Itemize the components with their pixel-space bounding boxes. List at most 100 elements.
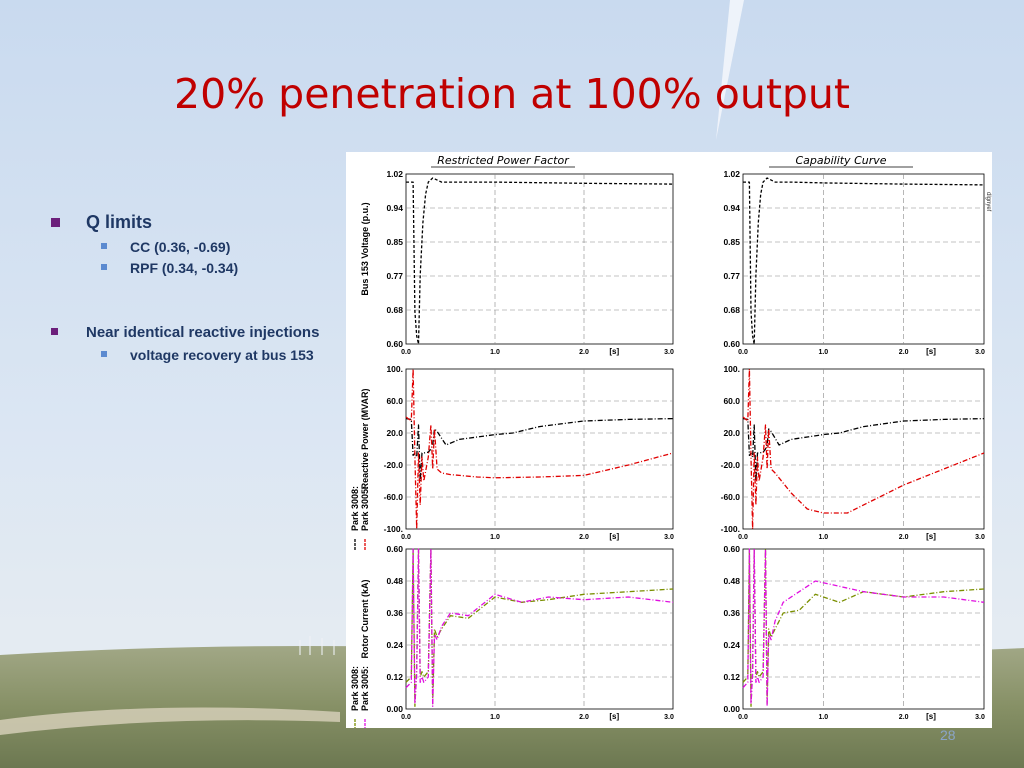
series-line-2 — [742, 368, 985, 530]
x-tick-label: 3.0 — [664, 714, 674, 721]
y-axis-label: Bus 153 Voltage (p.u.) — [360, 202, 370, 295]
sub-bullet-text: RPF (0.34, -0.34) — [130, 260, 239, 276]
plot-frame — [405, 368, 674, 530]
y-tick-label: 0.12 — [723, 672, 740, 682]
x-tick-label: 3.0 — [975, 534, 985, 541]
x-tick-label: 0.0 — [401, 349, 411, 356]
chart-panel: Restricted Power Factor Capability Curve d… — [346, 152, 992, 731]
y-tick-label: 0.77 — [723, 271, 740, 281]
x-tick-label: 0.0 — [738, 714, 748, 721]
y-tick-label: 0.68 — [386, 305, 403, 315]
series-line-2 — [742, 548, 985, 707]
x-unit-label: [s] — [609, 712, 619, 721]
x-unit-label: [s] — [926, 347, 936, 356]
x-tick-label: 2.0 — [579, 714, 589, 721]
y-tick-label: 0.24 — [723, 640, 740, 650]
sub-bullet-rpf: RPF (0.34, -0.34) — [48, 260, 338, 276]
slide-title: 20% penetration at 100% output — [174, 70, 850, 118]
x-tick-label: 2.0 — [579, 349, 589, 356]
sub-bullet-text: CC (0.36, -0.69) — [130, 239, 231, 255]
bullet-q-limits: Q limits — [48, 212, 338, 233]
y-tick-label: 0.85 — [386, 237, 403, 247]
y-tick-label: -60.0 — [384, 492, 404, 502]
y-tick-label: 60.0 — [723, 396, 740, 406]
x-tick-label: 1.0 — [818, 349, 828, 356]
y-tick-label: -20.0 — [384, 460, 404, 470]
y-axis-label: Rotor Current (kA) — [360, 580, 370, 659]
square-bullet-icon — [101, 264, 107, 270]
sub-bullet-text: voltage recovery at bus 153 — [130, 347, 314, 363]
y-tick-label: 0.94 — [723, 203, 740, 213]
y-tick-label: 1.02 — [723, 169, 740, 179]
square-bullet-icon — [51, 328, 58, 335]
column-header: Capability Curve — [795, 154, 886, 167]
y-tick-label: 0.60 — [386, 544, 403, 554]
plot-frame — [405, 173, 674, 345]
y-tick-label: 0.77 — [386, 271, 403, 281]
y-tick-label: 0.85 — [723, 237, 740, 247]
sub-bullet-cc: CC (0.36, -0.69) — [48, 239, 338, 255]
y-tick-label: 0.00 — [723, 704, 740, 714]
y-tick-label: 20.0 — [723, 428, 740, 438]
x-tick-label: 1.0 — [490, 714, 500, 721]
bullet-text: Near identical reactive injections — [86, 324, 320, 341]
y-tick-label: -100. — [721, 524, 740, 534]
sub-bullet-voltage-recovery: voltage recovery at bus 153 — [48, 347, 338, 363]
chart-4: 100. 60.0 20.0 -20.0 -60.0 -100.0.0 1.0 2.0 3.0 [… — [721, 364, 985, 541]
square-bullet-icon — [101, 243, 107, 249]
x-tick-label: 3.0 — [975, 349, 985, 356]
plot-frame — [742, 173, 985, 345]
x-tick-label: 0.0 — [738, 534, 748, 541]
y-tick-label: 1.02 — [386, 169, 403, 179]
x-tick-label: 2.0 — [899, 714, 909, 721]
legend-label: Park 3008: — [350, 666, 360, 711]
legend-label: Park 3005: — [360, 486, 370, 531]
x-unit-label: [s] — [609, 532, 619, 541]
square-bullet-icon — [51, 218, 60, 227]
series-line-1 — [405, 417, 674, 482]
plot-frame — [405, 548, 674, 710]
y-tick-label: 0.48 — [723, 576, 740, 586]
series-line-2 — [405, 368, 674, 530]
simulation-charts: Restricted Power Factor Capability Curve d… — [350, 154, 991, 731]
y-tick-label: 0.36 — [386, 608, 403, 618]
y-tick-label: 0.60 — [723, 339, 740, 349]
x-tick-label: 3.0 — [975, 714, 985, 721]
plot-frame — [742, 548, 985, 710]
y-tick-label: 0.60 — [723, 544, 740, 554]
page-number: 28 — [940, 727, 956, 743]
bullet-text: Q limits — [86, 212, 153, 232]
y-tick-label: 100. — [386, 364, 403, 374]
chart-1: 1.02 0.94 0.85 0.77 0.68 0.600.0 1.0 2.0 3.0 [s] B… — [360, 169, 674, 356]
y-tick-label: 0.94 — [386, 203, 403, 213]
y-tick-label: 0.24 — [386, 640, 403, 650]
y-tick-label: -60.0 — [721, 492, 741, 502]
chart-3: 100. 60.0 20.0 -20.0 -60.0 -100.0.0 1.0 2.0 3.0 [… — [350, 364, 674, 551]
y-tick-label: 0.68 — [723, 305, 740, 315]
y-tick-label: -20.0 — [721, 460, 741, 470]
y-tick-label: 0.60 — [386, 339, 403, 349]
y-tick-label: 100. — [723, 364, 740, 374]
y-axis-label: Reactive Power (MVAR) — [360, 389, 370, 490]
series-line-1 — [742, 417, 985, 482]
x-tick-label: 1.0 — [490, 534, 500, 541]
bullet-list: Q limits CC (0.36, -0.69) RPF (0.34, -0.… — [48, 212, 338, 368]
x-tick-label: 2.0 — [579, 534, 589, 541]
x-tick-label: 0.0 — [401, 714, 411, 721]
y-tick-label: 0.12 — [386, 672, 403, 682]
column-header: Restricted Power Factor — [437, 154, 570, 167]
x-tick-label: 1.0 — [818, 534, 828, 541]
x-unit-label: [s] — [926, 532, 936, 541]
x-tick-label: 3.0 — [664, 349, 674, 356]
x-tick-label: 2.0 — [899, 534, 909, 541]
y-tick-label: 60.0 — [386, 396, 403, 406]
side-stamp: dlgnyef — [985, 192, 991, 212]
x-tick-label: 0.0 — [401, 534, 411, 541]
legend-label: Park 3008: — [350, 486, 360, 531]
y-tick-label: 0.36 — [723, 608, 740, 618]
x-unit-label: [s] — [609, 347, 619, 356]
series-line-2 — [405, 548, 674, 707]
x-unit-label: [s] — [926, 712, 936, 721]
chart-6: 0.60 0.48 0.36 0.24 0.12 0.000.0 1.0 2.0 3.0 [s] — [723, 544, 985, 721]
y-tick-label: 0.48 — [386, 576, 403, 586]
